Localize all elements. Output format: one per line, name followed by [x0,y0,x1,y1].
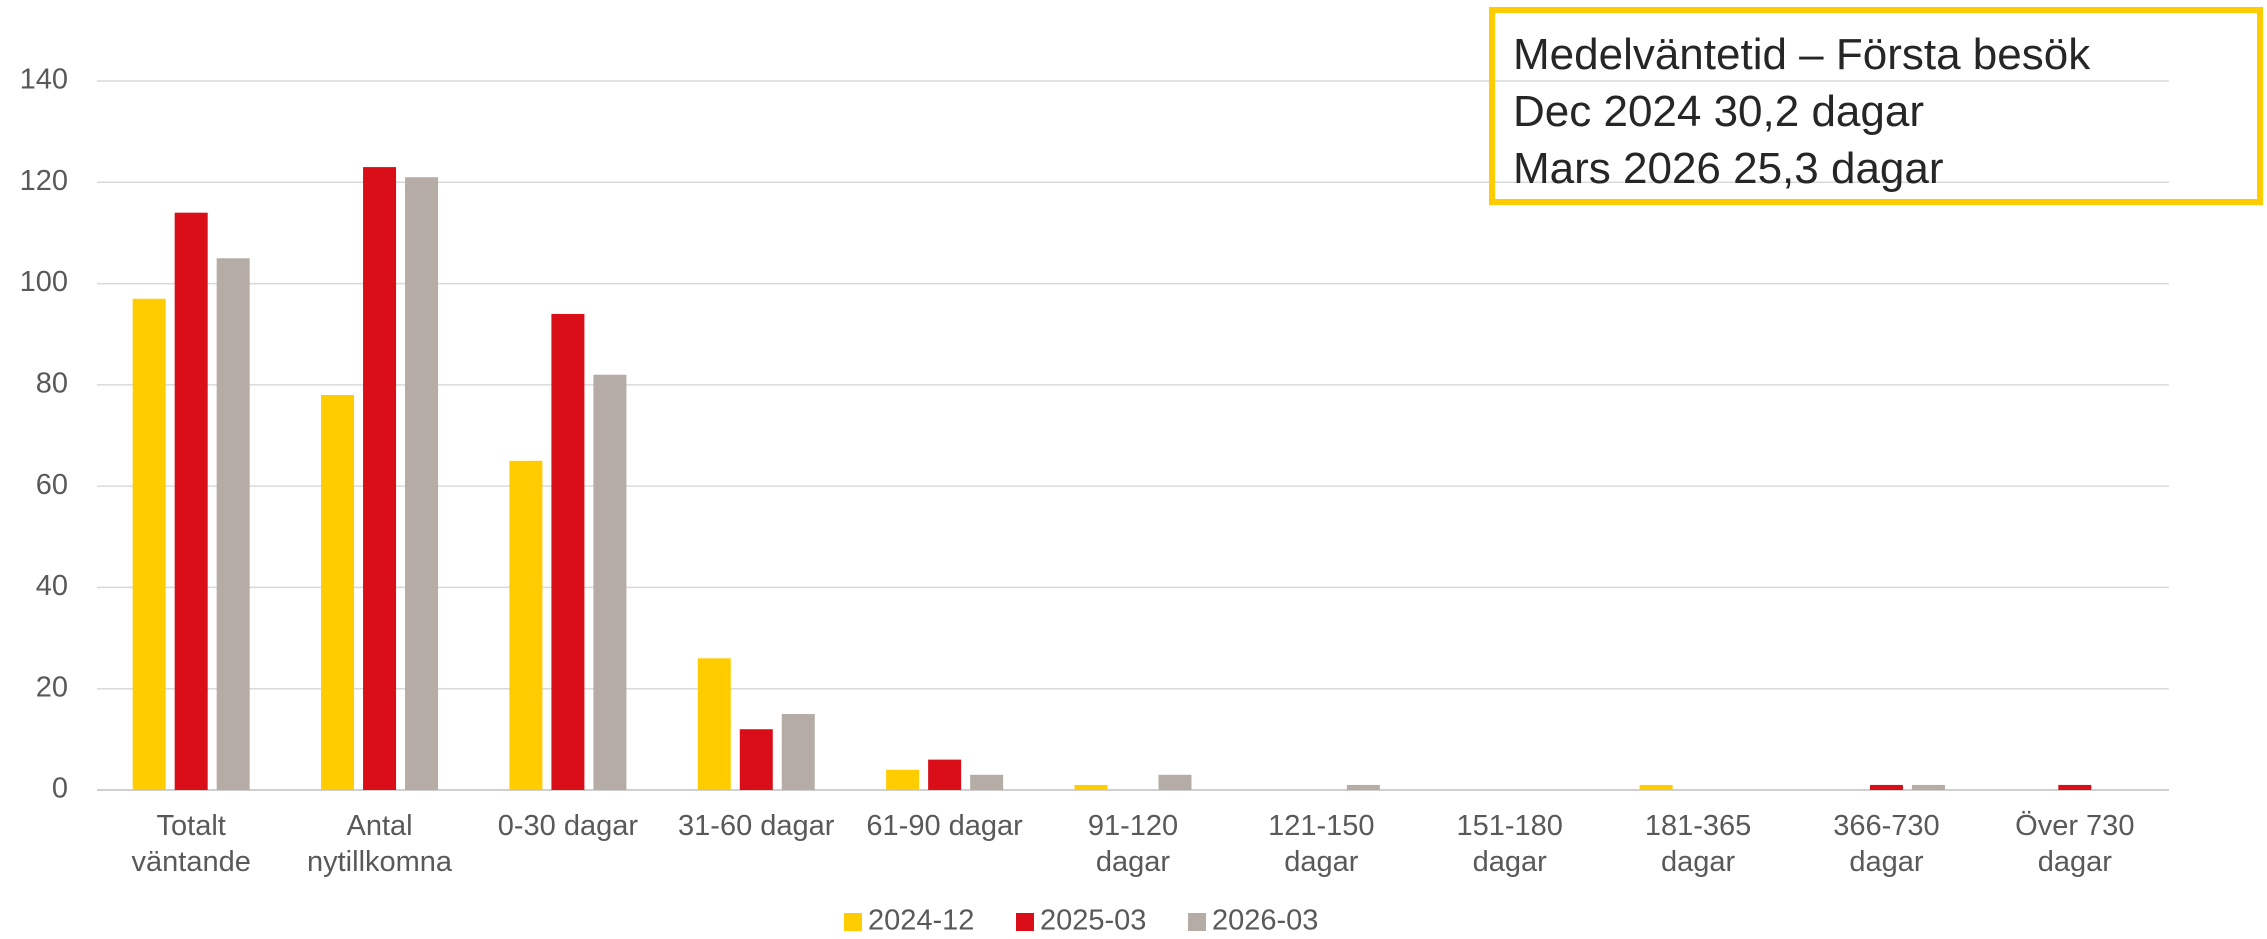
x-tick-label: 91-120 dagar [1087,810,1179,878]
x-tick-label: Över 730 dagar [2015,810,2135,878]
x-tick-label: Totalt väntande [131,810,251,878]
x-tick-label: Antal nytillkomna [307,810,453,878]
bar [1158,774,1192,790]
legend-label: 2024-12 [868,905,974,937]
x-tick-label: 121-150 dagar [1268,810,1375,878]
bar [1869,784,1903,790]
y-tick-label: 140 [20,64,68,96]
y-tick-label: 60 [36,469,68,501]
legend-swatch [1016,913,1034,931]
bar [697,658,731,790]
y-tick-label: 20 [36,671,68,703]
bar [886,769,920,790]
bar [509,460,543,790]
bar [551,313,585,790]
x-tick-label: 151-180 dagar [1456,810,1563,878]
y-tick-label: 100 [20,266,68,298]
bar [132,298,166,790]
legend-swatch [1188,913,1206,931]
annotation-box: Medelväntetid – Första besök Dec 2024 30,… [1489,7,2263,205]
x-tick-label: 181-365 dagar [1644,810,1752,878]
bar [1911,784,1945,790]
legend-label: 2025-03 [1040,905,1146,937]
bar [593,374,627,790]
legend-swatch [844,913,862,931]
y-tick-label: 120 [20,165,68,197]
y-tick-label: 0 [52,773,68,805]
bar [405,177,439,790]
bar [2058,784,2092,790]
annotation-line: Dec 2024 30,2 dagar [1513,87,1924,136]
bar [970,774,1004,790]
annotation-line: Medelväntetid – Första besök [1513,30,2091,79]
bar [1346,784,1380,790]
bar [781,714,815,790]
bar [216,258,250,790]
y-tick-label: 40 [36,570,68,602]
bar [928,759,962,790]
bar [321,394,355,790]
annotation-line: Mars 2026 25,3 dagar [1513,144,1944,193]
bar [174,212,208,790]
bar [1639,784,1673,790]
x-tick-label: 0-30 dagar [497,810,639,842]
y-tick-label: 80 [36,368,68,400]
x-tick-label: 61-90 dagar [866,810,1023,842]
bar [739,729,773,790]
bar [1074,784,1108,790]
x-tick-label: 31-60 dagar [678,810,835,842]
x-tick-label: 366-730 dagar [1833,810,1940,878]
legend-label: 2026-03 [1212,905,1318,937]
bar [363,167,397,791]
